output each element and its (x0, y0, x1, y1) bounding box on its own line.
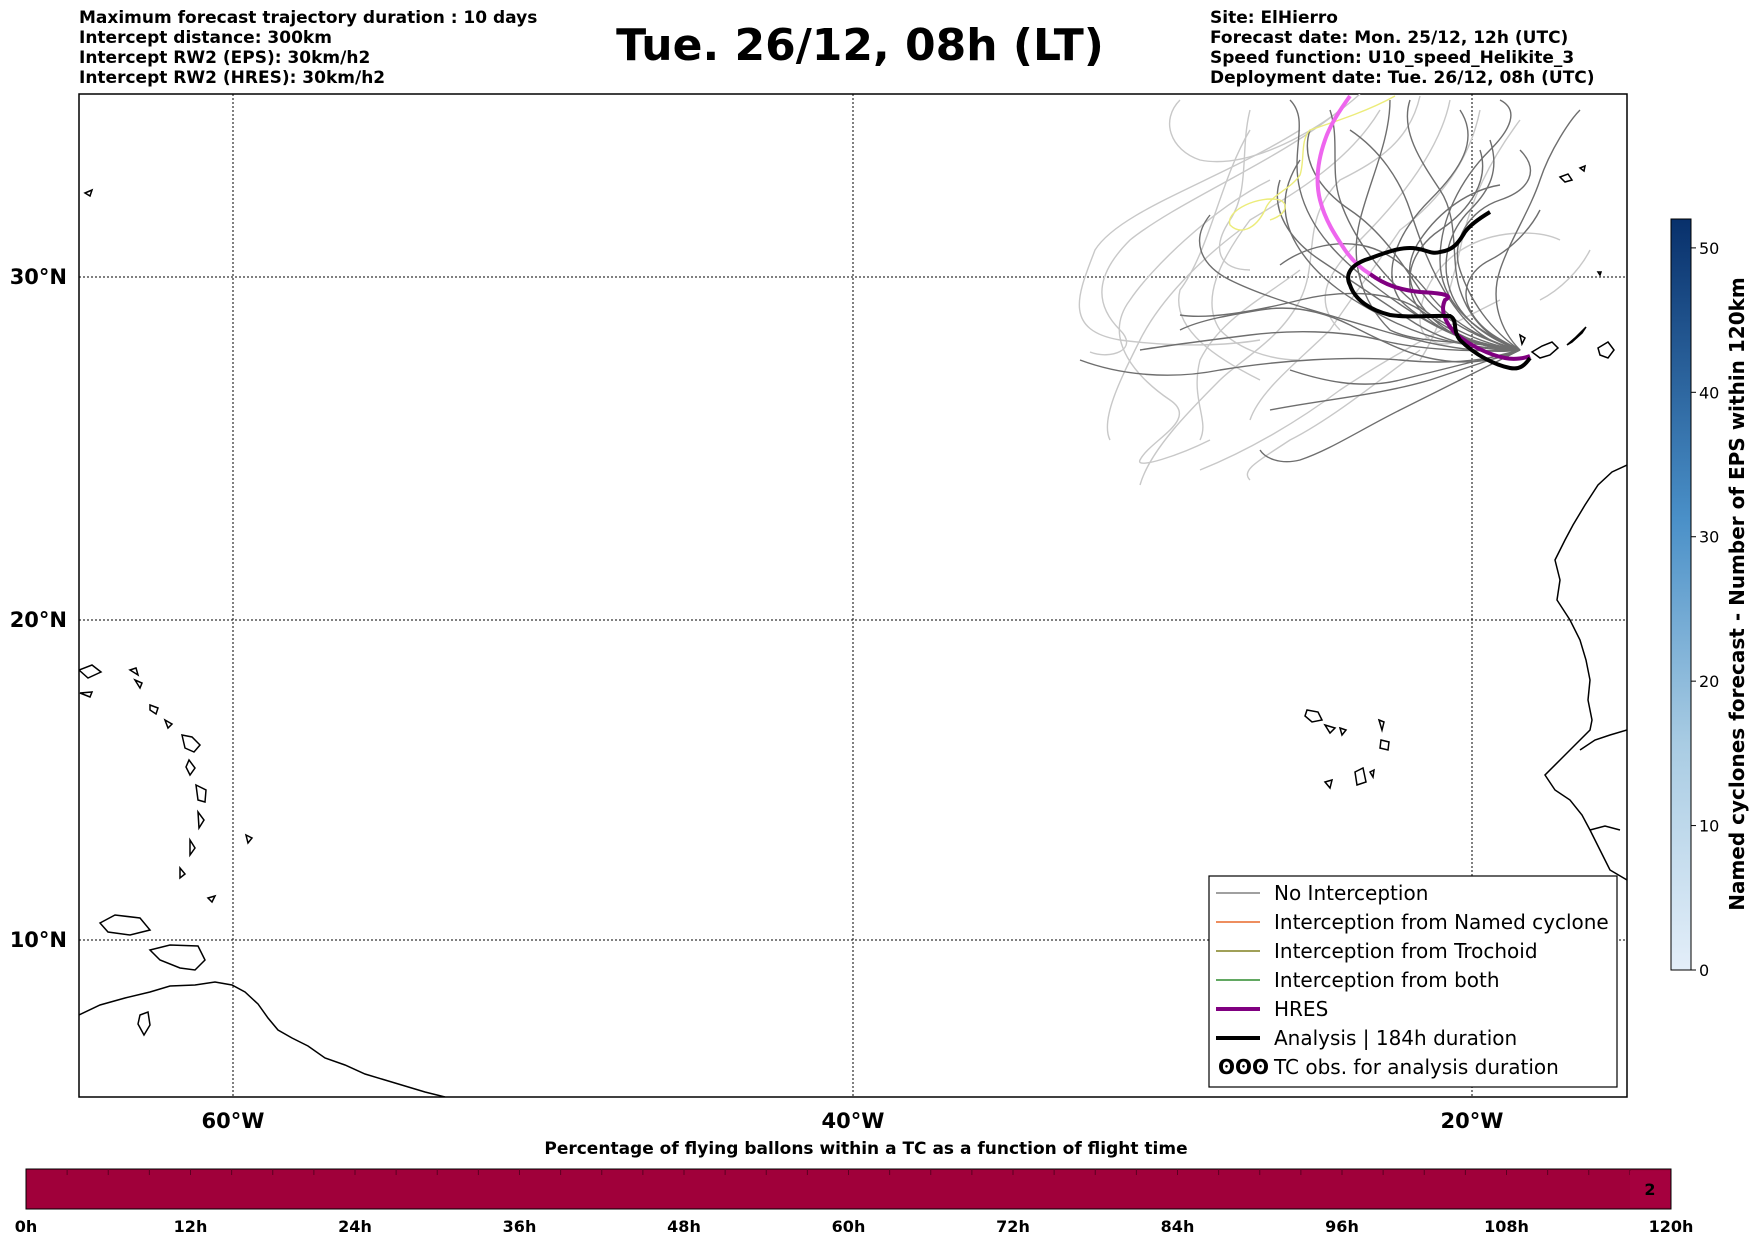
time-bar-end-cell (1630, 1171, 1670, 1207)
coastline-puerto-rico (79, 664, 103, 679)
time-bar-tick-label: 36h (503, 1217, 537, 1236)
lat-label-30n: 30°N (10, 265, 67, 289)
trochoid-trajectory (1229, 95, 1396, 231)
legend-label: Interception from Named cyclone (1274, 910, 1609, 934)
coastline-island (128, 667, 140, 677)
time-bar-fill (25, 1168, 1672, 1210)
colorbar-gradient (1670, 218, 1692, 971)
coastline-island (79, 691, 94, 698)
coastline-island (163, 718, 174, 730)
coastline-west-africa (1544, 464, 1627, 881)
coastline-gambia (1579, 729, 1627, 751)
colorbar-tick-label: 20 (1699, 672, 1719, 691)
info-line: Speed function: U10_speed_Helikite_3 (1210, 48, 1575, 68)
coastline-canary-islands (1530, 341, 1560, 359)
map-legend: No Interception Interception from Named c… (1208, 875, 1618, 1088)
colorbar-title: Named cyclones forecast - Number of EPS … (1725, 277, 1749, 911)
coastline-island (98, 914, 152, 936)
lat-label-10n: 10°N (10, 928, 67, 952)
coastline-trinidad (148, 944, 206, 971)
colorbar-tick-label: 10 (1699, 817, 1719, 836)
page-title: Tue. 26/12, 08h (LT) (616, 20, 1104, 71)
coastline-cape-verde (1323, 778, 1334, 790)
header-info-right: Site: ElHierro Forecast date: Mon. 25/12… (1210, 8, 1595, 88)
coastline-cape-verde (1354, 766, 1367, 786)
time-bar-tick-label: 108h (1484, 1217, 1529, 1236)
coastline-grenada (179, 865, 187, 880)
time-bar-tick-label: 24h (338, 1217, 372, 1236)
coastline-guinea (1589, 825, 1621, 831)
time-bar-tick-label: 0h (15, 1217, 38, 1236)
lon-label-40w: 40°W (822, 1109, 885, 1133)
coastline-island (149, 703, 159, 716)
time-bar-tick-label: 72h (996, 1217, 1030, 1236)
coastline-madeira (1558, 173, 1574, 183)
coastline-martinique (195, 783, 207, 803)
colorbar-tick-label: 0 (1699, 961, 1709, 980)
coastline-cape-verde (1379, 739, 1390, 751)
time-bar-title: Percentage of flying ballons within a TC… (544, 1139, 1187, 1159)
legend-label: Analysis | 184h duration (1274, 1026, 1517, 1050)
hres-trajectory-early (1315, 94, 1372, 276)
coastline-st-lucia (197, 809, 205, 831)
coastline-st-vincent (189, 837, 196, 858)
colorbar-tick-label: 50 (1699, 239, 1719, 258)
time-bar-tick-label: 84h (1161, 1217, 1195, 1236)
legend-label: No Interception (1274, 881, 1428, 905)
legend-label: Interception from Trochoid (1274, 939, 1538, 963)
lon-label-20w: 20°W (1441, 1109, 1504, 1133)
info-line: Site: ElHierro (1210, 8, 1338, 28)
time-bar-tick-label: 48h (667, 1217, 701, 1236)
analysis-trajectory (1346, 210, 1532, 371)
coastline-madeira (1578, 164, 1587, 173)
coastline-cape-verde (1304, 709, 1324, 723)
coastlines (79, 164, 1627, 1097)
time-bar-tick-label: 60h (832, 1217, 866, 1236)
lat-label-20n: 20°N (10, 608, 67, 632)
colorbar-tick-label: 30 (1699, 528, 1719, 547)
time-bar: Percentage of flying ballons within a TC… (15, 1139, 1694, 1236)
legend-symbol: ʘʘʘ (1218, 1055, 1269, 1079)
legend-label: HRES (1274, 997, 1328, 1021)
coastline-bermuda (83, 188, 94, 198)
coastline-cape-verde (1368, 768, 1375, 780)
legend-box (1208, 875, 1618, 1088)
coastline-cape-verde (1338, 726, 1348, 737)
coastline-island (133, 678, 143, 690)
time-bar-tick-label: 96h (1325, 1217, 1359, 1236)
coastline-island (1596, 271, 1603, 277)
legend-label: TC obs. for analysis duration (1273, 1055, 1559, 1079)
legend-label: Interception from both (1274, 968, 1500, 992)
coastline-cape-verde (1323, 723, 1337, 735)
coastline-south-america (79, 981, 446, 1097)
coastline-canary-islands (1566, 326, 1587, 346)
coastline-cape-verde (1377, 718, 1385, 733)
info-line: Intercept RW2 (HRES): 30km/h2 (79, 68, 386, 88)
info-line: Forecast date: Mon. 25/12, 12h (UTC) (1210, 28, 1569, 48)
coastline-dominica (185, 758, 196, 777)
coastline-island (137, 1010, 151, 1037)
coastline-barbados (244, 833, 254, 845)
colorbar-tick-label: 40 (1699, 383, 1719, 402)
colorbar: 0 10 20 30 40 50 Named cyclones forecast - Nu… (1670, 218, 1749, 980)
coastline-guadeloupe (181, 734, 202, 753)
coastline-canary-islands (1518, 333, 1526, 347)
info-line: Intercept distance: 300km (79, 28, 332, 48)
time-bar-tick-label: 12h (174, 1217, 208, 1236)
time-bar-end-value: 2 (1644, 1180, 1655, 1199)
info-line: Intercept RW2 (EPS): 30km/h2 (79, 48, 371, 68)
info-line: Maximum forecast trajectory duration : 1… (79, 8, 538, 28)
coastline-canary-islands (1597, 341, 1615, 359)
lon-label-60w: 60°W (202, 1109, 265, 1133)
info-line: Deployment date: Tue. 26/12, 08h (UTC) (1210, 68, 1595, 88)
time-bar-tick-label: 120h (1649, 1217, 1694, 1236)
header-info-left: Maximum forecast trajectory duration : 1… (79, 8, 537, 88)
coastline-tobago (206, 894, 217, 904)
